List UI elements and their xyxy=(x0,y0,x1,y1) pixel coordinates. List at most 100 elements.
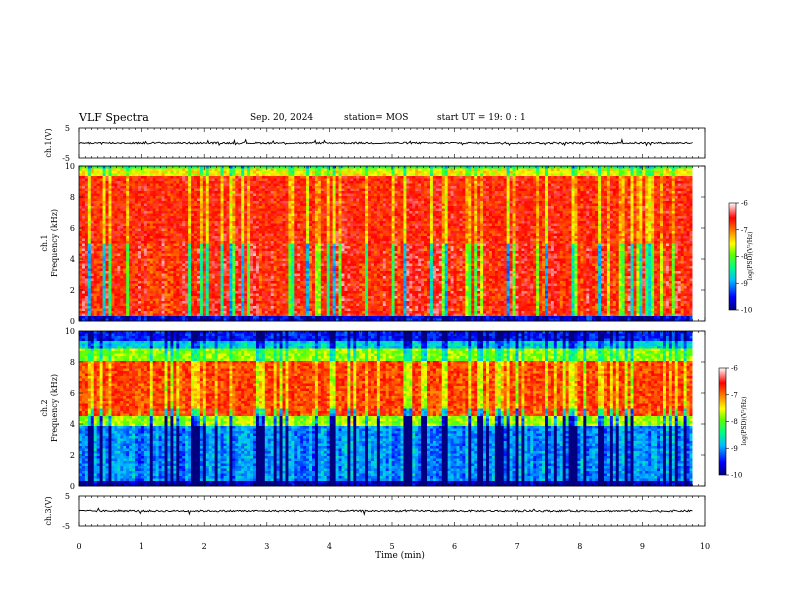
spectrogram-cell xyxy=(285,258,289,262)
spectrogram-cell xyxy=(300,231,304,234)
spectrogram-cell xyxy=(137,248,142,252)
spectrogram-cell xyxy=(87,263,92,267)
spectrogram-cell xyxy=(267,251,272,254)
spectrogram-cell xyxy=(149,191,154,194)
spectrogram-cell xyxy=(173,263,177,267)
spectrogram-cell xyxy=(135,248,139,252)
spectrogram-cell xyxy=(297,216,301,219)
spectrogram-cell xyxy=(232,243,236,247)
spectrogram-cell xyxy=(194,298,198,302)
spectrogram-cell xyxy=(158,308,162,312)
spectrogram-cell xyxy=(196,261,201,264)
spectrogram-cell xyxy=(194,213,198,217)
spectrogram-cell xyxy=(291,201,295,204)
spectrogram-cell xyxy=(167,318,171,322)
spectrogram-cell xyxy=(132,308,136,312)
spectrogram-cell xyxy=(99,183,103,187)
spectrogram-cell xyxy=(105,181,109,184)
spectrogram-cell xyxy=(167,228,171,232)
spectrogram-cell xyxy=(105,211,109,214)
spectrogram-cell xyxy=(182,236,186,239)
spectrogram-cell xyxy=(155,316,160,319)
spectrogram-cell xyxy=(205,216,210,219)
spectrogram-cell xyxy=(114,298,118,302)
spectrogram-cell xyxy=(229,303,233,307)
spectrogram-cell xyxy=(294,243,298,247)
spectrogram-cell xyxy=(191,308,195,312)
spectrogram-cell xyxy=(247,263,251,267)
spectrogram-cell xyxy=(123,196,127,199)
spectrogram-cell xyxy=(261,198,266,202)
spectrogram-cell xyxy=(285,273,289,277)
spectrogram-cell xyxy=(282,193,286,197)
spectrogram-cell xyxy=(247,278,251,282)
spectrogram-cell xyxy=(132,208,136,212)
spectrogram-cell xyxy=(253,268,257,272)
spectrogram-cell xyxy=(102,243,106,247)
spectrogram-cell xyxy=(170,186,174,189)
spectrogram-cell xyxy=(300,258,304,262)
spectrogram-cell xyxy=(226,181,230,184)
spectrogram-cell xyxy=(303,203,307,207)
spectrogram-cell xyxy=(102,276,106,279)
spectrogram-cell xyxy=(250,181,254,184)
spectrogram-cell xyxy=(123,298,127,302)
spectrogram-cell xyxy=(217,211,221,214)
spectrogram-cell xyxy=(211,263,216,267)
spectrogram-cell xyxy=(255,223,260,227)
spectrogram-cell xyxy=(223,288,227,292)
spectrogram-cell xyxy=(182,166,186,169)
spectrogram-cell xyxy=(270,261,275,264)
spectrogram-cell xyxy=(81,271,86,274)
spectrogram-cell xyxy=(294,246,298,249)
spectrogram-cell xyxy=(87,296,92,299)
spectrogram-cell xyxy=(191,291,195,294)
spectrogram-cell xyxy=(255,221,260,224)
spectrogram-cell xyxy=(179,291,183,294)
spectrogram-cell xyxy=(199,223,204,227)
spectrogram-cell xyxy=(188,301,192,304)
spectrogram-cell xyxy=(182,241,186,244)
spectrogram-cell xyxy=(173,256,177,259)
spectrogram-cell xyxy=(238,168,242,172)
spectrogram-cell xyxy=(185,236,189,239)
spectrogram-cell xyxy=(211,273,216,277)
spectrogram-cell xyxy=(108,203,112,207)
spectrogram-cell xyxy=(196,283,201,287)
spectrogram-cell xyxy=(87,233,92,237)
spectrogram-cell xyxy=(238,248,242,252)
spectrogram-cell xyxy=(235,263,239,267)
spectrogram-cell xyxy=(306,171,310,174)
spectrogram-cell xyxy=(214,221,219,224)
spectrogram-cell xyxy=(173,253,177,257)
spectrogram-cell xyxy=(185,318,189,322)
spectrogram-cell xyxy=(102,206,106,209)
spectrogram-cell xyxy=(167,203,171,207)
spectrogram-cell xyxy=(167,168,171,172)
spectrogram-cell xyxy=(102,273,106,277)
spectrogram-cell xyxy=(161,296,165,299)
spectrogram-cell xyxy=(185,196,189,199)
spectrogram-cell xyxy=(288,178,292,182)
spectrogram-cell xyxy=(84,318,89,322)
spectrogram-cell xyxy=(220,318,224,322)
spectrogram-cell xyxy=(194,196,198,199)
spectrogram-cell xyxy=(135,166,139,169)
spectrogram-cell xyxy=(194,271,198,274)
spectrogram-cell xyxy=(244,191,248,194)
spectrogram-cell xyxy=(217,263,221,267)
spectrogram-cell xyxy=(164,261,168,264)
spectrogram-cell xyxy=(158,251,162,254)
spectrogram-cell xyxy=(244,208,248,212)
spectrogram-cell xyxy=(129,263,133,267)
spectrogram-cell xyxy=(114,316,118,319)
spectrogram-cell xyxy=(279,276,283,279)
spectrogram-cell xyxy=(202,251,207,254)
spectrogram-cell xyxy=(182,213,186,217)
spectrogram-cell xyxy=(123,206,127,209)
spectrogram-cell xyxy=(90,213,95,217)
spectrogram-cell xyxy=(214,261,219,264)
spectrogram-cell xyxy=(261,231,266,234)
spectrogram-cell xyxy=(79,311,83,314)
spectrogram-cell xyxy=(114,181,118,184)
